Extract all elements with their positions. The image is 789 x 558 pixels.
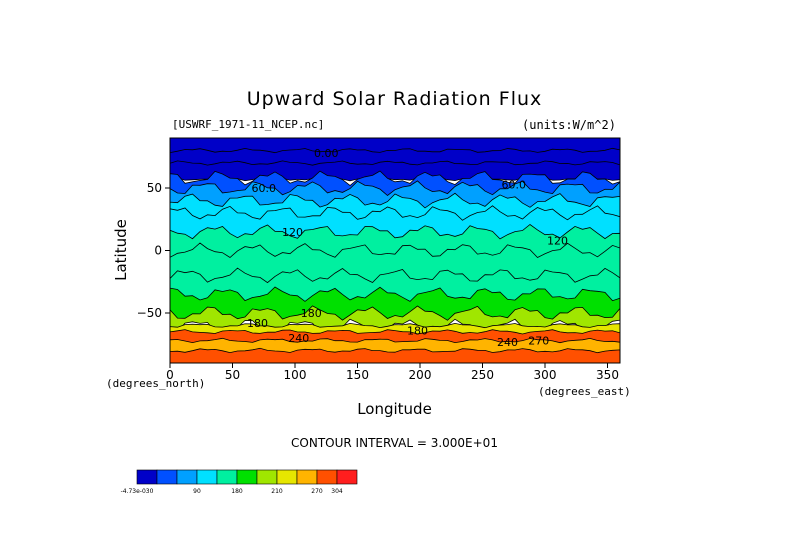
colorbar-swatch — [216, 469, 238, 485]
contour-label: 180 — [301, 307, 322, 320]
contour-label: 240 — [497, 336, 518, 349]
colorbar-swatch — [176, 469, 198, 485]
x-tick-label: 300 — [534, 368, 557, 382]
colorbar-swatch — [296, 469, 318, 485]
contour-label: 60.0 — [252, 182, 277, 195]
y-tick-label: −50 — [137, 306, 162, 320]
colorbar-swatch — [276, 469, 298, 485]
colorbar-tick-label: 180 — [231, 488, 243, 495]
colorbar-swatch — [316, 469, 338, 485]
x-tick-label: 250 — [471, 368, 494, 382]
x-tick-label: 0 — [166, 368, 174, 382]
x-axis-label: Longitude — [357, 400, 432, 418]
colorbar-tick-label: -4.73e-030 — [121, 488, 154, 495]
x-tick-label: 200 — [409, 368, 432, 382]
contour-field — [170, 138, 620, 363]
contour-band — [170, 347, 620, 363]
y-unit-note: (degrees_north) — [106, 377, 206, 390]
file-label: [USWRF_1971-11_NCEP.nc] — [172, 118, 325, 131]
contour-band — [170, 160, 620, 182]
colorbar-tick-label: 304 — [331, 488, 343, 495]
contour-label: 120 — [282, 226, 303, 239]
colorbar-swatch — [256, 469, 278, 485]
x-tick-label: 50 — [225, 368, 240, 382]
contour-label: 0.00 — [314, 147, 339, 160]
colorbar-tick-label: 210 — [271, 488, 283, 495]
contour-label: 60.0 — [502, 178, 527, 191]
contour-label: 180 — [247, 317, 268, 330]
colorbar-tick-label: 90 — [193, 488, 201, 495]
colorbar-swatch — [236, 469, 258, 485]
colorbar-swatch — [156, 469, 178, 485]
x-tick-label: 100 — [284, 368, 307, 382]
y-tick-label: 50 — [147, 181, 162, 195]
contour-label: 120 — [547, 235, 568, 248]
contour-label: 240 — [288, 332, 309, 345]
colorbar-tick-label: 270 — [311, 488, 323, 495]
contour-label: 270 — [528, 335, 549, 348]
chart-title: Upward Solar Radiation Flux — [246, 88, 543, 110]
contour-interval-note: CONTOUR INTERVAL = 3.000E+01 — [291, 436, 498, 450]
colorbar-swatch — [136, 469, 158, 485]
x-unit-note: (degrees_east) — [538, 385, 631, 398]
y-tick-label: 0 — [154, 244, 162, 258]
contour-label: 180 — [407, 325, 428, 338]
colorbar-swatch — [336, 469, 358, 485]
colorbar-swatch — [196, 469, 218, 485]
x-tick-label: 150 — [346, 368, 369, 382]
units-label: (units:W/m^2) — [522, 118, 616, 132]
x-tick-label: 350 — [596, 368, 619, 382]
